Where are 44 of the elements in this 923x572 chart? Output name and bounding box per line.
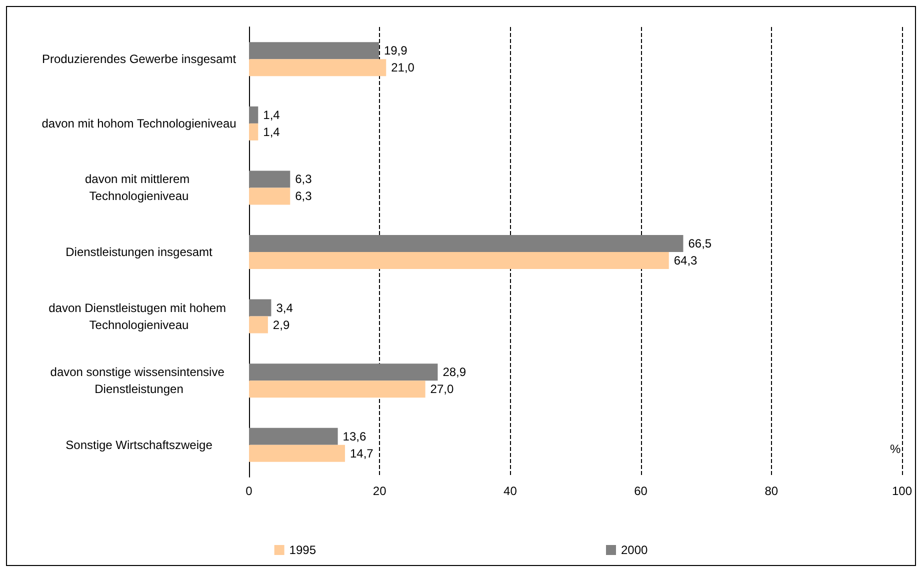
data-label: 1,4 [263,124,280,139]
data-label: 14,7 [350,446,374,460]
data-label: 13,6 [342,429,366,444]
data-label: 1,4 [263,108,280,122]
bar [249,364,438,381]
y-tick-label: Sonstige Wirtschaftszweige [66,438,213,452]
bar [249,42,379,60]
y-tick-label: Produzierendes Gewerbe insgesamt [42,52,237,66]
bar [249,428,338,445]
legend-label: 1995 [289,543,316,557]
bar [249,235,684,252]
data-label: 64,3 [674,254,698,268]
bar [249,299,272,316]
bar [249,252,669,269]
bar [249,170,290,188]
x-tick-label: 100 [892,484,912,498]
data-label: 3,4 [276,300,294,315]
bar [249,316,268,334]
bar [249,380,426,398]
data-label: 28,9 [442,365,466,380]
bar [249,123,258,140]
data-label: 21,0 [391,60,415,75]
data-label: 19,9 [384,44,408,58]
x-tick-label: 60 [634,484,648,498]
x-tick-label: 40 [504,484,518,498]
data-label: 6,3 [295,172,312,186]
data-label: 6,3 [295,189,312,204]
legend-label: 2000 [621,543,648,557]
x-tick-label: 20 [372,484,387,498]
x-tick-label: 80 [764,484,778,498]
x-axis-title: % [890,442,901,456]
y-tick-label: Dienstleistungen insgesamt [66,245,214,259]
bar [249,444,345,462]
y-tick-label: davon mit mittlerem Technologieniveau [84,172,194,204]
bar [249,188,290,205]
data-label: 66,5 [688,236,712,250]
data-label: 27,0 [430,382,454,396]
y-tick-label: davon Dienstleistugen mit hohem Technologieniveau [48,300,230,332]
y-tick-label: davon sonstige wissensintensive Dienstleistungen [50,365,228,396]
x-tick-label: 0 [246,484,253,498]
data-label: 2,9 [272,318,290,332]
y-tick-label: davon mit hohom Technologieniveau [42,116,236,130]
bar [249,59,386,76]
bar [249,106,258,124]
